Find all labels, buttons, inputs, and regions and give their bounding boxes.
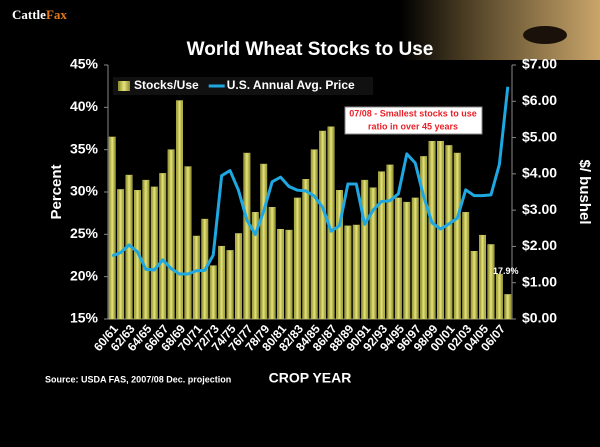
bar xyxy=(445,145,453,320)
y2-tick-label: $2.00 xyxy=(522,237,557,253)
y-tick-label: 45% xyxy=(70,56,99,72)
y-tick-label: 20% xyxy=(70,267,99,283)
cow-silhouette xyxy=(523,26,567,44)
bar xyxy=(218,245,226,320)
y2-tick-label: $1.00 xyxy=(522,273,557,289)
bar xyxy=(260,163,268,320)
bar xyxy=(344,225,352,320)
y2-tick-label: $7.00 xyxy=(522,56,557,72)
source: Source: USDA FAS, 2007/08 Dec. projectio… xyxy=(45,374,231,384)
bar xyxy=(277,229,284,320)
chart-title: World Wheat Stocks to Use xyxy=(187,39,434,60)
y2-tick-label: $6.00 xyxy=(522,92,557,108)
bar xyxy=(302,179,310,320)
bar xyxy=(361,179,369,320)
bar xyxy=(251,212,259,320)
y2-tick-label: $0.00 xyxy=(522,310,557,326)
bar xyxy=(209,265,217,320)
legend-box xyxy=(113,77,373,95)
bar xyxy=(319,130,327,320)
bar xyxy=(487,244,495,320)
bar xyxy=(479,234,486,320)
bar xyxy=(394,197,402,320)
bar xyxy=(268,206,276,320)
legend-swatch xyxy=(118,81,130,91)
y-tick-label: 30% xyxy=(70,183,99,199)
y2-tick-label: $3.00 xyxy=(522,201,557,217)
bar xyxy=(150,186,158,320)
bar xyxy=(285,229,293,320)
logo-part: Cattle xyxy=(12,7,46,22)
y-tick-label: 35% xyxy=(70,140,99,156)
y2-axis-title: $/ bushel xyxy=(576,159,593,224)
y-tick-label: 15% xyxy=(70,310,99,326)
bar xyxy=(167,149,175,320)
bar xyxy=(293,197,301,320)
y2-tick-label: $5.00 xyxy=(522,128,557,144)
bar xyxy=(495,273,503,320)
bar xyxy=(386,164,394,320)
legend-label: U.S. Annual Avg. Price xyxy=(227,78,355,92)
bar xyxy=(462,212,470,320)
bar xyxy=(235,233,242,320)
bar xyxy=(352,224,360,320)
bar xyxy=(142,179,150,320)
bar xyxy=(184,166,192,320)
bar xyxy=(411,197,419,320)
legend-label: Stocks/Use xyxy=(134,78,199,92)
bar xyxy=(453,152,461,320)
header-photo xyxy=(400,0,600,60)
bar xyxy=(336,190,343,320)
logo: CattleFax xyxy=(12,7,67,22)
bar xyxy=(504,294,512,320)
bar xyxy=(192,235,200,320)
bar xyxy=(243,152,251,320)
bar xyxy=(369,187,377,320)
y-axis-title: Percent xyxy=(48,164,65,219)
bar xyxy=(176,100,183,320)
annotation: ratio in over 45 years xyxy=(368,121,458,131)
logo-part: Fax xyxy=(46,7,67,22)
price-line xyxy=(111,86,510,276)
annotation-box xyxy=(344,106,483,135)
bar xyxy=(428,140,436,320)
y-tick-label: 25% xyxy=(70,225,99,241)
bar xyxy=(420,156,428,320)
x-axis-title: CROP YEAR xyxy=(269,370,352,386)
bar xyxy=(108,136,116,320)
bar xyxy=(403,201,411,320)
bar xyxy=(310,149,318,320)
y-tick-label: 40% xyxy=(70,98,99,114)
bar xyxy=(226,250,234,320)
data-label: 17.9% xyxy=(493,266,519,276)
bar xyxy=(378,171,385,320)
bar xyxy=(159,173,167,320)
bar xyxy=(470,251,478,320)
annotation: 07/08 - Smallest stocks to use xyxy=(349,108,477,118)
y2-tick-label: $4.00 xyxy=(522,165,557,181)
